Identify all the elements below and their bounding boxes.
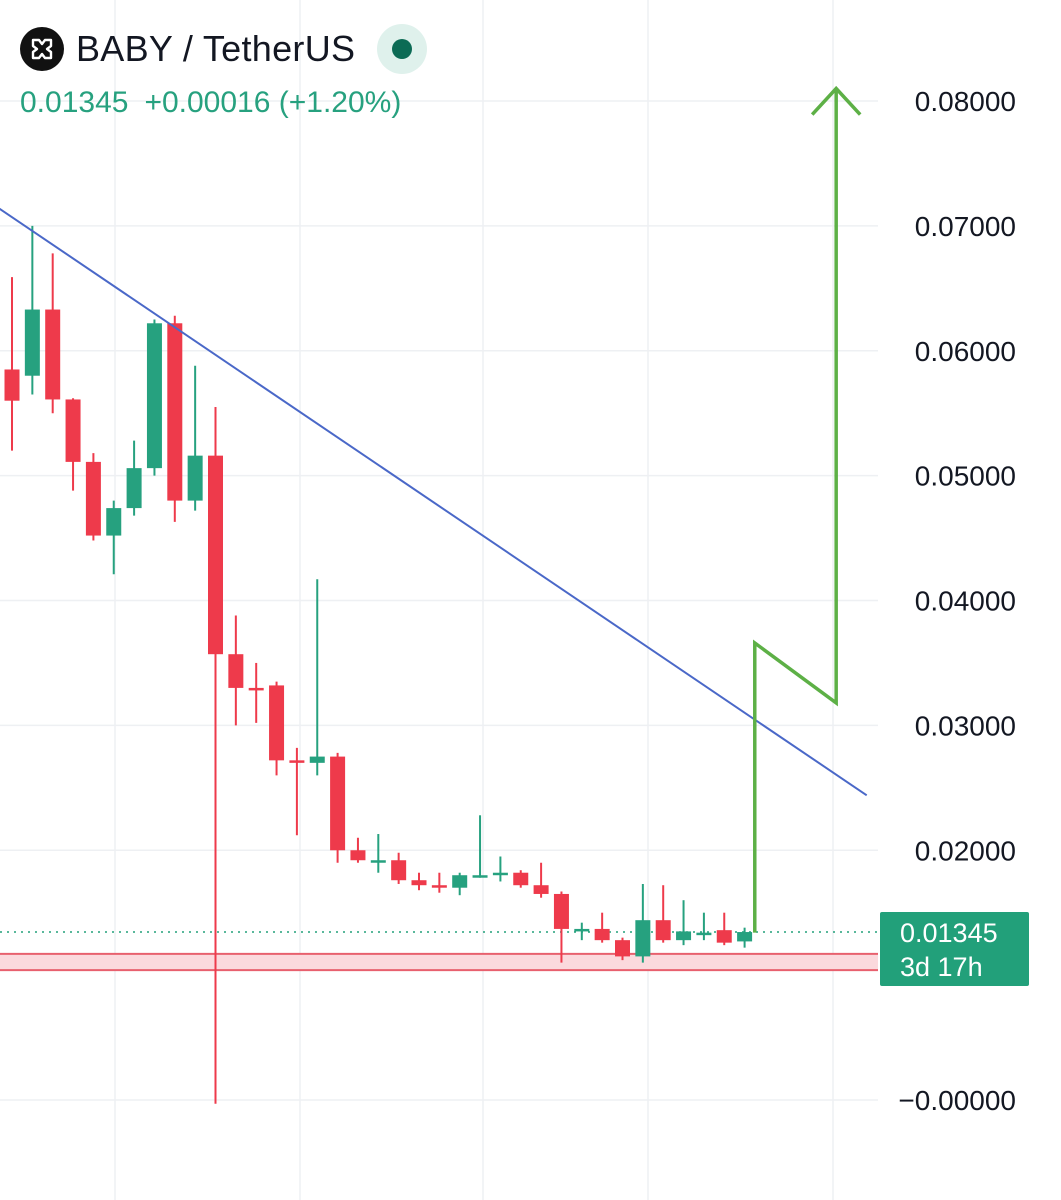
candle-body-17	[350, 850, 366, 861]
candle-body-15	[309, 756, 325, 763]
candle-body-12	[248, 687, 264, 691]
symbol-header[interactable]: BABY / TetherUS	[20, 24, 428, 74]
candle-body-9	[187, 455, 203, 501]
candle-body-34	[696, 932, 712, 936]
last-price-tag: 0.01345 3d 17h	[880, 912, 1029, 986]
candle-body-6	[126, 468, 142, 509]
price-change: +0.00016 (+1.20%)	[144, 86, 401, 120]
y-tick-label-5: 0.03000	[915, 710, 1016, 741]
y-tick-label-2: 0.06000	[915, 336, 1016, 367]
last-price-tag-price: 0.01345	[900, 918, 998, 948]
candle-body-7	[146, 323, 162, 469]
candle-body-29	[594, 928, 610, 941]
candle-body-14	[289, 760, 305, 763]
candle-body-1	[24, 309, 40, 376]
projection-arrowhead	[810, 85, 862, 116]
candle-body-36	[737, 932, 753, 942]
baby-token-logo-icon	[20, 27, 64, 71]
candle-body-0	[4, 369, 20, 401]
candle-body-20	[411, 880, 427, 886]
y-tick-label-0: 0.08000	[915, 86, 1016, 117]
symbol-pair[interactable]: BABY / TetherUS	[76, 28, 356, 69]
candle-body-27	[553, 893, 569, 929]
candle-body-28	[574, 928, 590, 932]
candle-body-31	[635, 920, 651, 957]
candle-body-8	[167, 323, 183, 501]
candle-body-35	[716, 930, 732, 943]
price-change-pct: (+1.20%)	[278, 86, 402, 119]
candle-body-33	[676, 931, 692, 941]
candle-body-5	[106, 508, 122, 536]
price-change-abs: +0.00016	[144, 86, 271, 119]
candle-body-26	[533, 885, 549, 894]
candle-body-23	[472, 875, 488, 878]
candles	[4, 225, 753, 1104]
market-open-dot-icon	[377, 24, 428, 74]
candle-body-4	[85, 461, 101, 536]
y-tick-label-3: 0.05000	[915, 461, 1016, 492]
y-tick-label-4: 0.04000	[915, 586, 1016, 617]
candle-body-32	[655, 920, 671, 941]
candle-body-19	[391, 860, 407, 881]
candle-body-3	[65, 399, 81, 462]
candle-body-2	[45, 309, 61, 400]
chart-grid	[0, 0, 878, 1200]
descending-trendline	[0, 207, 868, 797]
y-tick-label-6: 0.02000	[915, 835, 1016, 866]
last-price: 0.01345	[20, 86, 129, 119]
candle-body-16	[330, 756, 346, 851]
support-zone	[0, 931, 878, 972]
last-price-tag-bg	[880, 912, 1029, 986]
candle-body-21	[431, 885, 447, 888]
projection-path	[753, 88, 838, 933]
candle-body-24	[492, 872, 508, 876]
y-tick-label-7: −0.00000	[898, 1085, 1016, 1116]
y-tick-label-1: 0.07000	[915, 211, 1016, 242]
candle-body-30	[615, 940, 630, 957]
price-summary: 0.01345 +0.00016 (+1.20%)	[20, 86, 401, 120]
support-zone-fill	[0, 953, 878, 971]
last-price-tag-countdown: 3d 17h	[900, 952, 983, 982]
drawings	[0, 85, 868, 933]
candle-body-22	[452, 875, 468, 888]
candle-body-18	[370, 860, 386, 863]
candle-body-10	[208, 455, 223, 655]
candle-body-25	[513, 872, 529, 886]
candle-body-13	[269, 685, 285, 761]
status-dot	[392, 39, 413, 59]
price-axis[interactable]: 0.08000 0.07000 0.06000 0.05000 0.04000 0.030…	[898, 86, 1016, 1116]
candle-body-11	[228, 654, 244, 688]
